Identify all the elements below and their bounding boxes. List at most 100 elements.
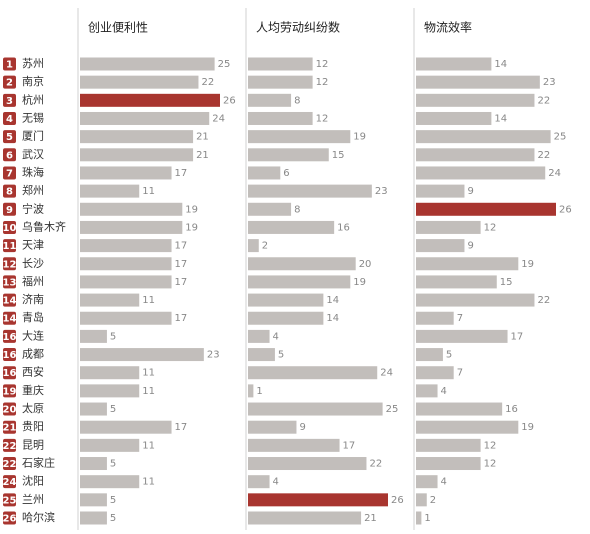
value-label: 12 <box>316 59 329 70</box>
bar <box>248 184 372 198</box>
value-label: 8 <box>294 204 300 215</box>
bar <box>80 329 107 343</box>
bar <box>80 402 107 416</box>
bar <box>416 93 535 107</box>
category-label: 无锡 <box>22 110 44 124</box>
panel-title: 物流效率 <box>424 20 472 35</box>
value-label: 25 <box>218 59 231 70</box>
bar <box>248 130 351 144</box>
value-label: 5 <box>446 350 452 361</box>
bar <box>80 493 107 507</box>
value-label: 4 <box>441 386 447 397</box>
bar <box>416 257 519 271</box>
rank-box <box>3 166 16 180</box>
rank-label: 20 <box>3 405 17 416</box>
value-label: 25 <box>554 132 567 143</box>
bar <box>80 130 194 144</box>
bar <box>80 366 140 380</box>
rank-label: 25 <box>3 495 17 506</box>
category-label: 厦门 <box>22 129 44 143</box>
value-label: 7 <box>457 313 463 324</box>
bar <box>248 275 351 289</box>
bar <box>248 457 367 471</box>
value-label: 9 <box>467 241 473 252</box>
category-label: 乌鲁木齐 <box>22 219 66 233</box>
value-label: 26 <box>559 204 572 215</box>
bar <box>416 275 497 289</box>
rank-label: 3 <box>6 96 13 107</box>
category-label: 哈尔滨 <box>22 510 55 524</box>
value-label: 9 <box>299 422 305 433</box>
value-label: 12 <box>484 440 497 451</box>
panel-title: 人均劳动纠纷数 <box>256 20 340 35</box>
value-label: 17 <box>175 422 188 433</box>
value-label: 19 <box>353 132 366 143</box>
value-label: 12 <box>484 459 497 470</box>
rank-label: 2 <box>6 78 13 89</box>
value-label: 16 <box>505 404 518 415</box>
rank-box <box>3 511 16 525</box>
bar <box>248 148 329 162</box>
bar <box>80 57 215 71</box>
value-label: 7 <box>457 368 463 379</box>
value-label: 1 <box>424 513 430 524</box>
category-label: 郑州 <box>22 183 44 197</box>
bar <box>416 311 454 325</box>
value-label: 5 <box>278 350 284 361</box>
bar <box>248 384 254 398</box>
rank-label: 11 <box>3 241 17 252</box>
value-label: 5 <box>110 495 116 506</box>
value-label: 17 <box>175 313 188 324</box>
bar <box>416 57 492 71</box>
category-label: 贵阳 <box>22 420 44 433</box>
value-label: 22 <box>537 295 550 306</box>
bar <box>416 366 454 380</box>
rank-label: 16 <box>3 368 17 379</box>
value-label: 21 <box>196 150 209 161</box>
value-label: 5 <box>110 513 116 524</box>
value-label: 17 <box>175 277 188 288</box>
bar <box>416 75 540 89</box>
bar <box>416 493 427 507</box>
category-label: 杭州 <box>22 92 44 106</box>
rank-label: 14 <box>3 296 17 307</box>
rank-label: 22 <box>3 459 17 470</box>
category-label: 宁波 <box>22 201 44 215</box>
value-label: 26 <box>391 495 404 506</box>
rank-box <box>3 438 16 452</box>
value-label: 11 <box>142 295 155 306</box>
bar <box>80 348 204 362</box>
bar <box>416 111 492 125</box>
value-label: 14 <box>326 295 339 306</box>
bar <box>248 239 259 253</box>
category-label: 珠海 <box>22 165 44 179</box>
rank-box <box>3 239 16 253</box>
bar <box>416 220 481 234</box>
bar <box>80 166 172 180</box>
value-label: 2 <box>262 241 268 252</box>
bar <box>248 75 313 89</box>
value-label: 19 <box>521 259 534 270</box>
rank-label: 4 <box>6 114 13 125</box>
rank-box <box>3 311 16 325</box>
bar <box>248 366 378 380</box>
category-label: 西安 <box>22 365 44 379</box>
value-label: 17 <box>511 331 524 342</box>
bar <box>80 384 140 398</box>
value-label: 16 <box>337 222 350 233</box>
bar <box>80 75 199 89</box>
bar <box>80 475 140 489</box>
bar <box>416 166 546 180</box>
rank-label: 22 <box>3 441 17 452</box>
bar <box>248 293 324 307</box>
category-label: 武汉 <box>22 148 44 161</box>
bar <box>248 420 297 434</box>
bar <box>416 438 481 452</box>
rank-label: 9 <box>6 205 13 216</box>
rank-box <box>3 402 16 416</box>
value-label: 11 <box>142 368 155 379</box>
rank-label: 19 <box>3 386 17 397</box>
value-label: 26 <box>223 95 236 106</box>
rank-label: 16 <box>3 332 17 343</box>
value-label: 15 <box>500 277 513 288</box>
